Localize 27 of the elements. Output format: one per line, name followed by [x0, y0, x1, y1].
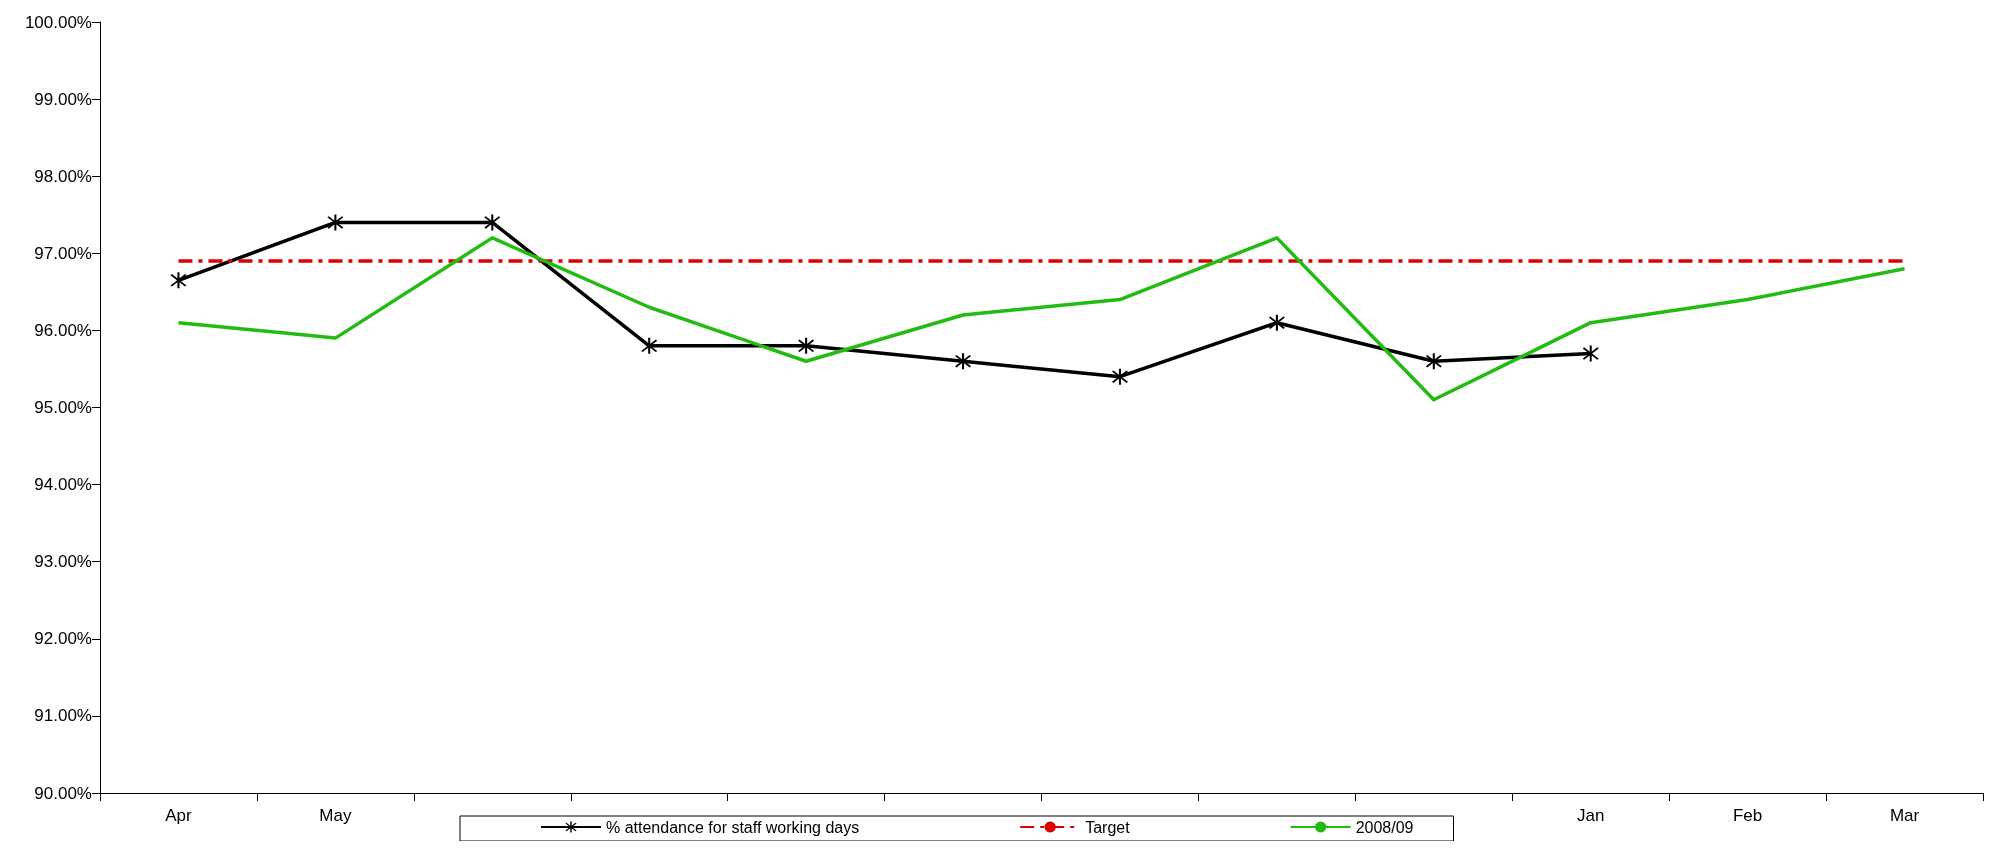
point [798, 337, 815, 354]
legend-label: Target [1085, 818, 1131, 836]
point [484, 214, 501, 231]
y-tick-label: 91.00% [34, 706, 92, 726]
point [1582, 345, 1599, 362]
point [641, 337, 658, 354]
point [1268, 314, 1285, 331]
y-tick-label: 100.00% [24, 12, 92, 32]
x-tick-label: Jan [1577, 806, 1605, 825]
legend-label: 2008/09 [1355, 818, 1414, 836]
y-tick-label: 97.00% [34, 243, 92, 263]
point [955, 353, 972, 370]
y-tick-label: 95.00% [34, 398, 92, 417]
y-tick-label: 94.00% [34, 475, 92, 495]
x-tick-label: May [319, 806, 352, 825]
y-tick-label: 98.00% [34, 166, 92, 186]
y-tick-label: 92.00% [34, 629, 92, 649]
y-tick-label: 90.00% [34, 783, 92, 803]
x-tick-label: Feb [1732, 806, 1763, 825]
x-tick-label: Apr [165, 806, 193, 825]
line-series [176, 236, 1907, 402]
point [1111, 368, 1128, 385]
y-tick-label: 96.00% [34, 320, 92, 340]
y-tick-label: 99.00% [34, 89, 92, 109]
y-tick-label: 93.00% [34, 552, 92, 572]
x-tick-label: Mar [1889, 806, 1920, 825]
legend-label: % attendance for staff working days [606, 818, 860, 836]
